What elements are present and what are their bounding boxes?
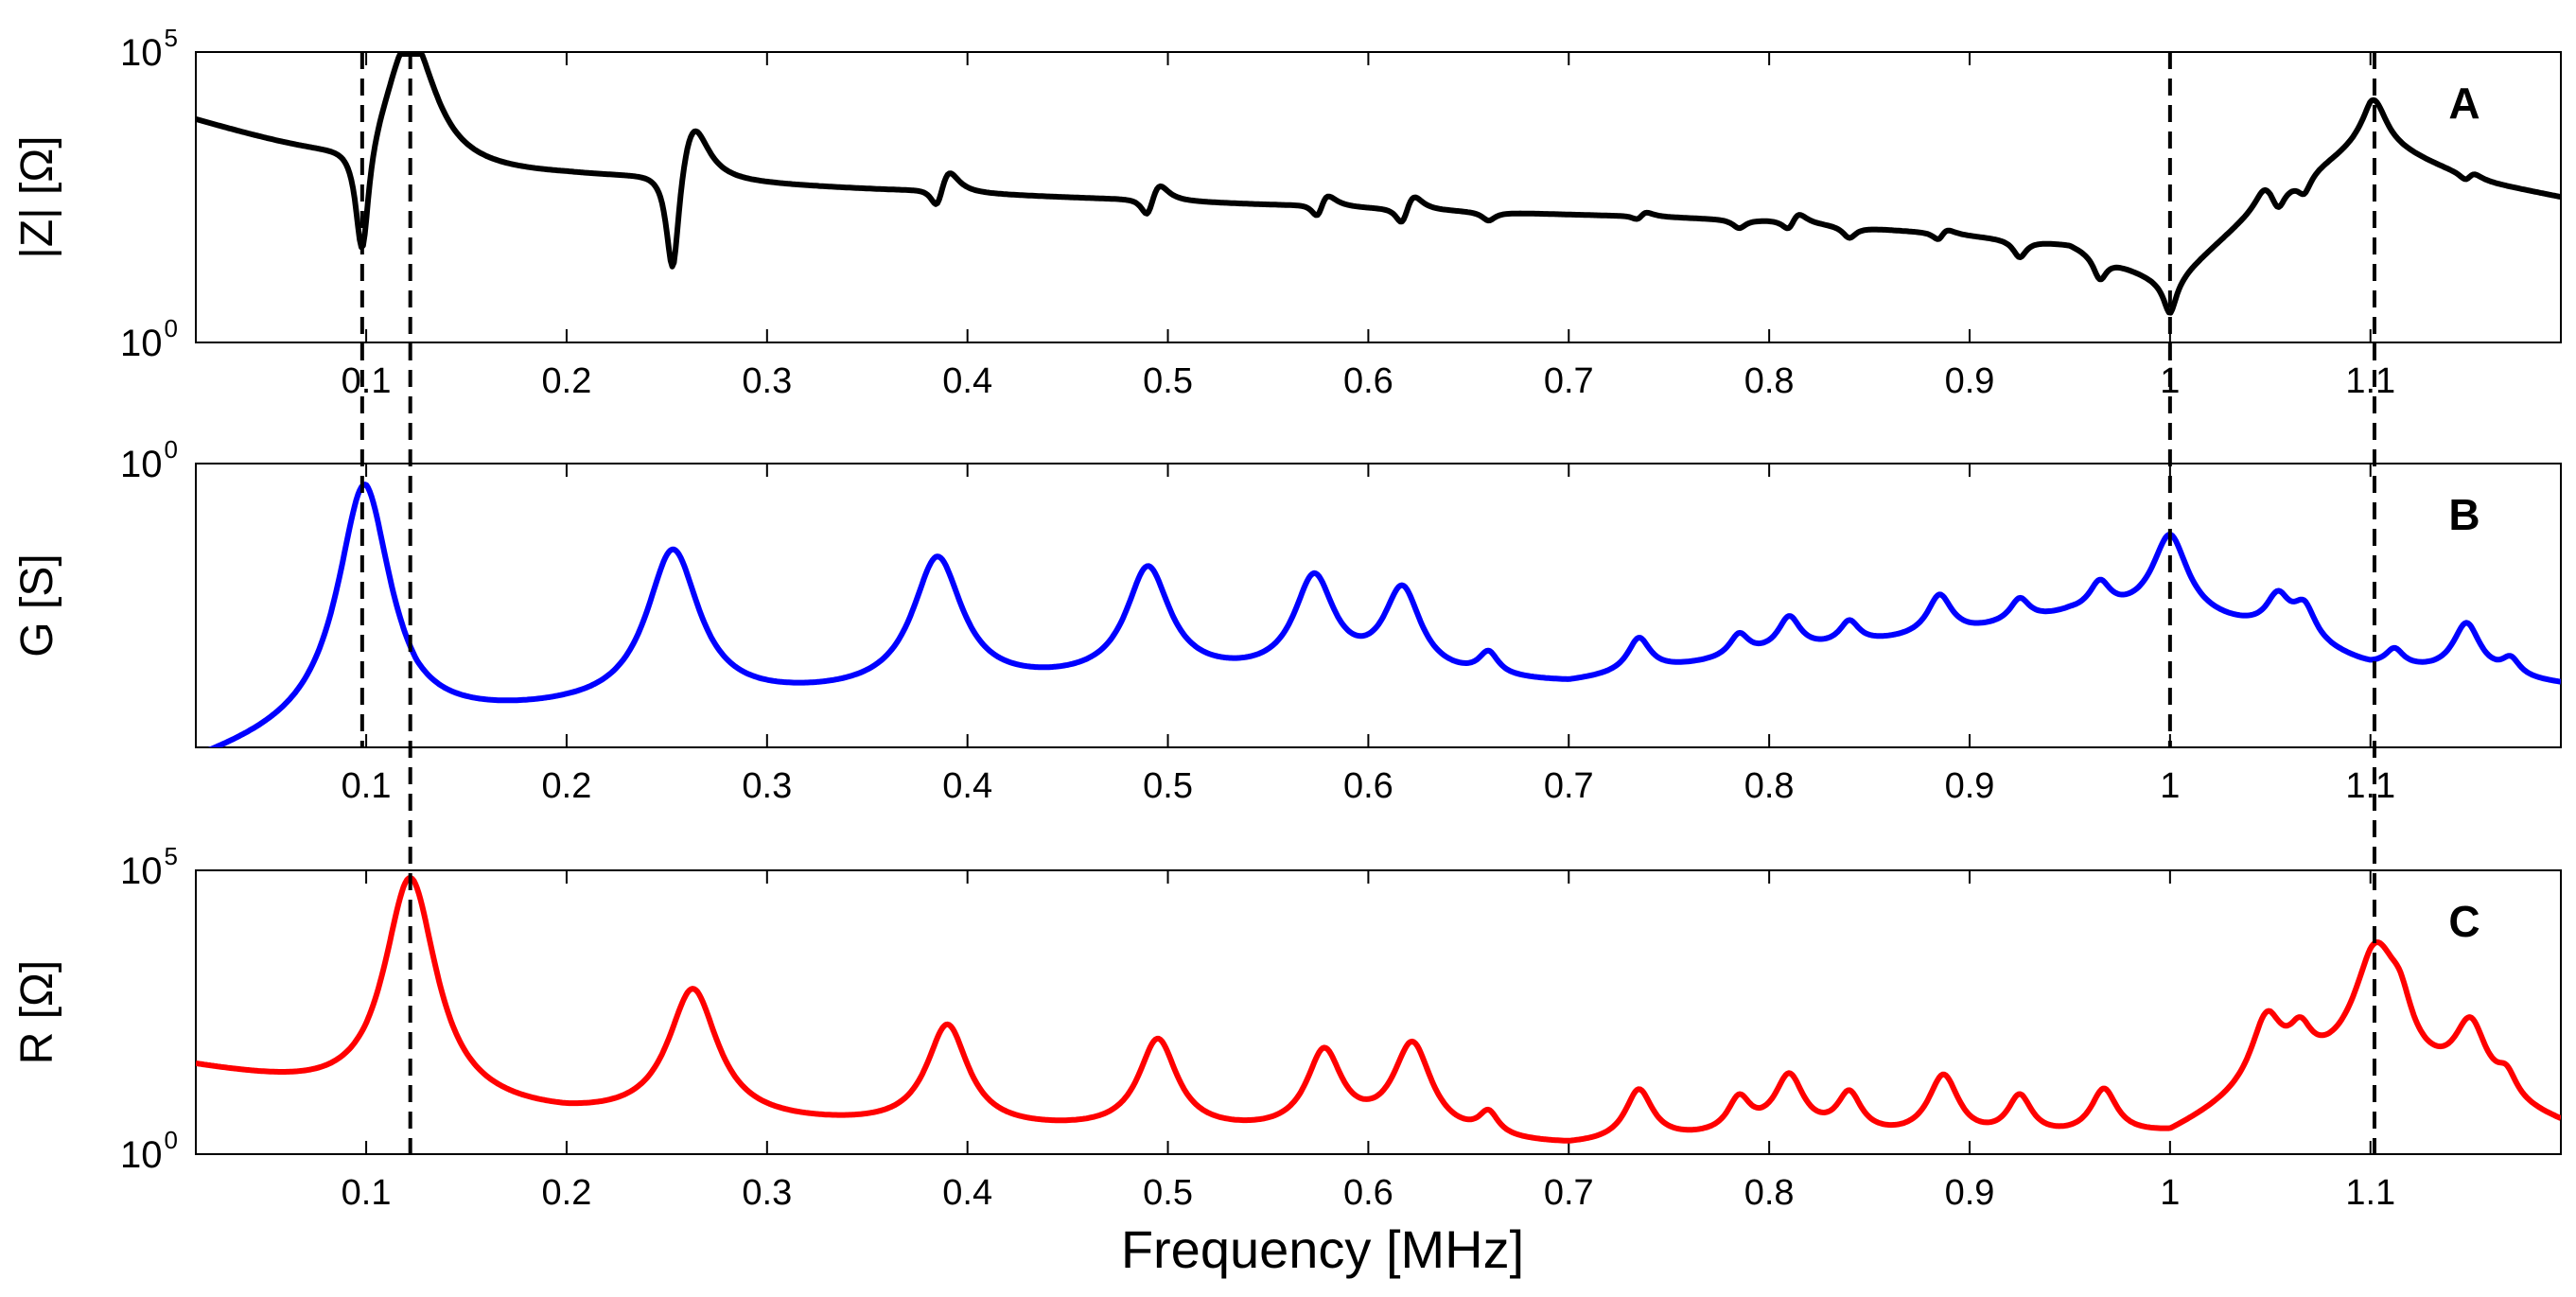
x-tick-label: 0.3 bbox=[742, 1173, 792, 1213]
x-tick-label: 0.9 bbox=[1945, 361, 1995, 401]
x-tick-label: 0.3 bbox=[742, 361, 792, 401]
panels: 0.1 0.2 0.3 0.4 0.5 0.6 0.7 0.8 0.9 1 1.1 105 100 |Z|… bbox=[12, 24, 2562, 1213]
x-tick-label: 0.7 bbox=[1544, 766, 1594, 806]
x-tick-label: 0.7 bbox=[1544, 1173, 1594, 1213]
x-tick-label: 0.8 bbox=[1744, 1173, 1795, 1213]
x-tick-label: 0.2 bbox=[542, 361, 592, 401]
x-tick-label: 0.6 bbox=[1343, 766, 1393, 806]
x-tick-label: 0.4 bbox=[942, 766, 992, 806]
y-tick-label: 100 bbox=[120, 1126, 178, 1176]
x-tick-label: 0.2 bbox=[542, 1173, 592, 1213]
x-tick-label: 0.7 bbox=[1544, 361, 1594, 401]
x-tick-label: 0.8 bbox=[1744, 766, 1795, 806]
panel-b: 0.1 0.2 0.3 0.4 0.5 0.6 0.7 0.8 0.9 1 1.1 100 G [S] B bbox=[12, 435, 2562, 806]
y-axis-label: G [S] bbox=[12, 553, 62, 657]
x-tick-label: 1 bbox=[2160, 766, 2180, 806]
axes-box bbox=[195, 869, 2562, 1155]
series-line bbox=[207, 482, 2561, 747]
x-tick-label: 0.9 bbox=[1945, 766, 1995, 806]
x-tick-label: 0.5 bbox=[1143, 1173, 1193, 1213]
panel-c: 0.1 0.2 0.3 0.4 0.5 0.6 0.7 0.8 0.9 1 1.1 105 100 R [… bbox=[12, 842, 2562, 1213]
y-tick-label: 105 bbox=[120, 24, 178, 74]
y-tick-label: 100 bbox=[120, 314, 178, 364]
panel-a: 0.10.20.30.40.50.60.70.80.911.1105100|Z|… bbox=[12, 24, 2562, 401]
x-tick-label: 0.6 bbox=[1343, 361, 1393, 401]
panel-letter: A bbox=[2448, 79, 2480, 128]
x-tick-label: 1.1 bbox=[2345, 1173, 2395, 1213]
x-tick-label: 0.5 bbox=[1143, 766, 1193, 806]
axes-box bbox=[195, 463, 2562, 748]
x-tick-label: 0.3 bbox=[742, 766, 792, 806]
resonance-lines bbox=[359, 52, 2376, 1154]
x-tick-label: 0.8 bbox=[1744, 361, 1795, 401]
x-tick-label: 0.6 bbox=[1343, 1173, 1393, 1213]
y-tick-label: 105 bbox=[120, 842, 178, 892]
panel-letter: B bbox=[2448, 490, 2480, 539]
x-tick-label: 0.9 bbox=[1945, 1173, 1995, 1213]
x-tick-label: 1 bbox=[2160, 1173, 2180, 1213]
x-tick-label: 1.1 bbox=[2345, 766, 2395, 806]
x-tick-label: 0.1 bbox=[342, 1173, 392, 1213]
x-tick-label: 0.1 bbox=[342, 766, 392, 806]
y-axis-label: |Z| [Ω] bbox=[12, 135, 62, 258]
panel-letter: C bbox=[2448, 897, 2480, 946]
axes-box bbox=[195, 51, 2562, 343]
x-tick-label: 0.2 bbox=[542, 766, 592, 806]
x-tick-label: 0.4 bbox=[942, 361, 992, 401]
x-tick-label: 0.4 bbox=[942, 1173, 992, 1213]
x-tick-label: 0.1 bbox=[342, 361, 392, 401]
series-line bbox=[196, 874, 2561, 1144]
y-tick-label: 100 bbox=[120, 435, 178, 485]
x-tick-label: 1.1 bbox=[2345, 361, 2395, 401]
x-tick-label: 0.5 bbox=[1143, 361, 1193, 401]
series-line bbox=[196, 52, 2561, 316]
y-axis-label: R [Ω] bbox=[12, 960, 62, 1065]
x-axis-label: Frequency [MHz] bbox=[1121, 1219, 1524, 1279]
